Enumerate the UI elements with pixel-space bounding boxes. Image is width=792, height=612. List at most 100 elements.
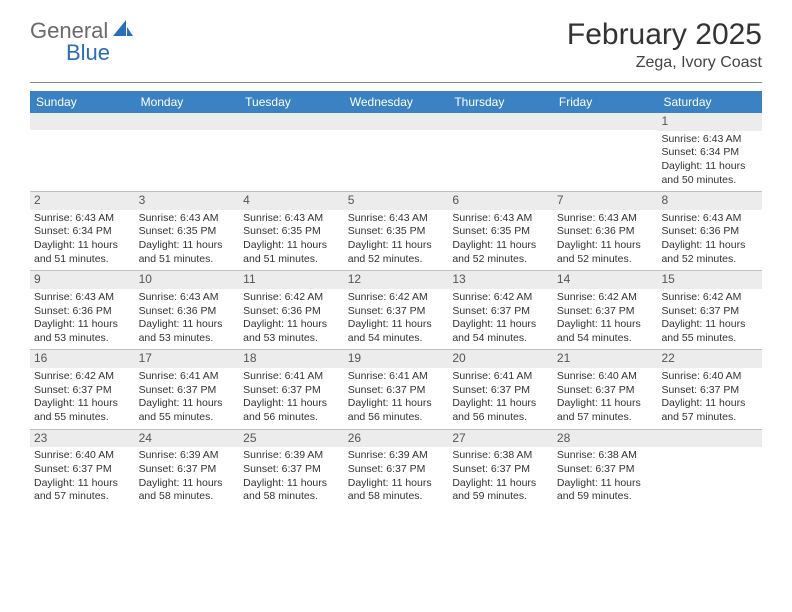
sunset-text: Sunset: 6:37 PM xyxy=(34,463,131,477)
calendar-day-cell: 7Sunrise: 6:43 AMSunset: 6:36 PMDaylight… xyxy=(553,192,658,270)
day-details: Sunrise: 6:41 AMSunset: 6:37 PMDaylight:… xyxy=(135,368,240,429)
sunrise-text: Sunrise: 6:41 AM xyxy=(139,370,236,384)
day-number xyxy=(30,113,135,130)
sunset-text: Sunset: 6:35 PM xyxy=(243,225,340,239)
logo-text-blue: Blue xyxy=(66,40,110,66)
day-number: 26 xyxy=(344,430,449,448)
day-details: Sunrise: 6:42 AMSunset: 6:37 PMDaylight:… xyxy=(344,289,449,350)
sunset-text: Sunset: 6:37 PM xyxy=(557,305,654,319)
day-number: 24 xyxy=(135,430,240,448)
day-details: Sunrise: 6:43 AMSunset: 6:36 PMDaylight:… xyxy=(657,210,762,271)
day-details: Sunrise: 6:40 AMSunset: 6:37 PMDaylight:… xyxy=(657,368,762,429)
day-number: 15 xyxy=(657,271,762,289)
daylight-text: Daylight: 11 hours and 51 minutes. xyxy=(139,239,236,266)
calendar-day-cell: 23Sunrise: 6:40 AMSunset: 6:37 PMDayligh… xyxy=(30,430,135,508)
day-number: 13 xyxy=(448,271,553,289)
calendar: SundayMondayTuesdayWednesdayThursdayFrid… xyxy=(30,91,762,508)
title-block: February 2025 Zega, Ivory Coast xyxy=(567,18,762,72)
sunset-text: Sunset: 6:37 PM xyxy=(348,384,445,398)
day-number: 22 xyxy=(657,350,762,368)
day-details: Sunrise: 6:43 AMSunset: 6:36 PMDaylight:… xyxy=(30,289,135,350)
daylight-text: Daylight: 11 hours and 56 minutes. xyxy=(348,397,445,424)
day-number: 18 xyxy=(239,350,344,368)
daylight-text: Daylight: 11 hours and 57 minutes. xyxy=(661,397,758,424)
day-details: Sunrise: 6:43 AMSunset: 6:35 PMDaylight:… xyxy=(135,210,240,271)
calendar-day-cell: 5Sunrise: 6:43 AMSunset: 6:35 PMDaylight… xyxy=(344,192,449,270)
header-divider xyxy=(30,82,762,83)
sunrise-text: Sunrise: 6:38 AM xyxy=(557,449,654,463)
day-details: Sunrise: 6:43 AMSunset: 6:36 PMDaylight:… xyxy=(135,289,240,350)
day-details: Sunrise: 6:43 AMSunset: 6:35 PMDaylight:… xyxy=(344,210,449,271)
calendar-week-row: 1Sunrise: 6:43 AMSunset: 6:34 PMDaylight… xyxy=(30,113,762,191)
daylight-text: Daylight: 11 hours and 54 minutes. xyxy=(348,318,445,345)
sunset-text: Sunset: 6:36 PM xyxy=(661,225,758,239)
daylight-text: Daylight: 11 hours and 53 minutes. xyxy=(34,318,131,345)
calendar-day-cell: 12Sunrise: 6:42 AMSunset: 6:37 PMDayligh… xyxy=(344,271,449,349)
daylight-text: Daylight: 11 hours and 58 minutes. xyxy=(243,477,340,504)
daylight-text: Daylight: 11 hours and 52 minutes. xyxy=(661,239,758,266)
day-details: Sunrise: 6:42 AMSunset: 6:37 PMDaylight:… xyxy=(553,289,658,350)
sunrise-text: Sunrise: 6:40 AM xyxy=(557,370,654,384)
sunrise-text: Sunrise: 6:41 AM xyxy=(243,370,340,384)
calendar-day-cell: 1Sunrise: 6:43 AMSunset: 6:34 PMDaylight… xyxy=(657,113,762,191)
sunrise-text: Sunrise: 6:39 AM xyxy=(139,449,236,463)
day-number xyxy=(344,113,449,130)
daylight-text: Daylight: 11 hours and 50 minutes. xyxy=(661,160,758,187)
day-number: 19 xyxy=(344,350,449,368)
sunset-text: Sunset: 6:37 PM xyxy=(139,463,236,477)
day-details: Sunrise: 6:43 AMSunset: 6:35 PMDaylight:… xyxy=(448,210,553,271)
day-number: 25 xyxy=(239,430,344,448)
calendar-day-cell xyxy=(344,113,449,191)
sunrise-text: Sunrise: 6:43 AM xyxy=(34,291,131,305)
day-number: 16 xyxy=(30,350,135,368)
daylight-text: Daylight: 11 hours and 51 minutes. xyxy=(34,239,131,266)
day-details: Sunrise: 6:38 AMSunset: 6:37 PMDaylight:… xyxy=(448,447,553,508)
sunrise-text: Sunrise: 6:43 AM xyxy=(139,212,236,226)
weekday-header-cell: Tuesday xyxy=(239,91,344,113)
month-title: February 2025 xyxy=(567,18,762,52)
sunrise-text: Sunrise: 6:43 AM xyxy=(452,212,549,226)
calendar-day-cell: 9Sunrise: 6:43 AMSunset: 6:36 PMDaylight… xyxy=(30,271,135,349)
sunset-text: Sunset: 6:35 PM xyxy=(452,225,549,239)
daylight-text: Daylight: 11 hours and 54 minutes. xyxy=(557,318,654,345)
day-number: 12 xyxy=(344,271,449,289)
sunrise-text: Sunrise: 6:43 AM xyxy=(348,212,445,226)
day-number: 11 xyxy=(239,271,344,289)
daylight-text: Daylight: 11 hours and 57 minutes. xyxy=(557,397,654,424)
calendar-day-cell xyxy=(30,113,135,191)
day-details: Sunrise: 6:40 AMSunset: 6:37 PMDaylight:… xyxy=(553,368,658,429)
sunrise-text: Sunrise: 6:43 AM xyxy=(34,212,131,226)
sunset-text: Sunset: 6:37 PM xyxy=(661,384,758,398)
day-number: 21 xyxy=(553,350,658,368)
calendar-day-cell: 8Sunrise: 6:43 AMSunset: 6:36 PMDaylight… xyxy=(657,192,762,270)
sunrise-text: Sunrise: 6:42 AM xyxy=(243,291,340,305)
daylight-text: Daylight: 11 hours and 54 minutes. xyxy=(452,318,549,345)
day-number: 8 xyxy=(657,192,762,210)
sunrise-text: Sunrise: 6:43 AM xyxy=(661,212,758,226)
calendar-day-cell xyxy=(657,430,762,508)
weekday-header-row: SundayMondayTuesdayWednesdayThursdayFrid… xyxy=(30,91,762,113)
sunrise-text: Sunrise: 6:42 AM xyxy=(34,370,131,384)
daylight-text: Daylight: 11 hours and 58 minutes. xyxy=(348,477,445,504)
calendar-day-cell: 20Sunrise: 6:41 AMSunset: 6:37 PMDayligh… xyxy=(448,350,553,428)
sunset-text: Sunset: 6:37 PM xyxy=(348,305,445,319)
day-number: 7 xyxy=(553,192,658,210)
day-number xyxy=(239,113,344,130)
day-details: Sunrise: 6:43 AMSunset: 6:34 PMDaylight:… xyxy=(657,131,762,192)
day-details: Sunrise: 6:38 AMSunset: 6:37 PMDaylight:… xyxy=(553,447,658,508)
calendar-day-cell: 24Sunrise: 6:39 AMSunset: 6:37 PMDayligh… xyxy=(135,430,240,508)
sunset-text: Sunset: 6:34 PM xyxy=(34,225,131,239)
daylight-text: Daylight: 11 hours and 55 minutes. xyxy=(34,397,131,424)
sunrise-text: Sunrise: 6:40 AM xyxy=(661,370,758,384)
daylight-text: Daylight: 11 hours and 52 minutes. xyxy=(557,239,654,266)
sunset-text: Sunset: 6:37 PM xyxy=(139,384,236,398)
weekday-header-cell: Wednesday xyxy=(344,91,449,113)
logo-sail-icon xyxy=(112,19,134,44)
calendar-day-cell: 11Sunrise: 6:42 AMSunset: 6:36 PMDayligh… xyxy=(239,271,344,349)
sunset-text: Sunset: 6:37 PM xyxy=(661,305,758,319)
calendar-week-row: 2Sunrise: 6:43 AMSunset: 6:34 PMDaylight… xyxy=(30,191,762,270)
daylight-text: Daylight: 11 hours and 52 minutes. xyxy=(452,239,549,266)
daylight-text: Daylight: 11 hours and 53 minutes. xyxy=(243,318,340,345)
calendar-day-cell: 27Sunrise: 6:38 AMSunset: 6:37 PMDayligh… xyxy=(448,430,553,508)
sunrise-text: Sunrise: 6:38 AM xyxy=(452,449,549,463)
